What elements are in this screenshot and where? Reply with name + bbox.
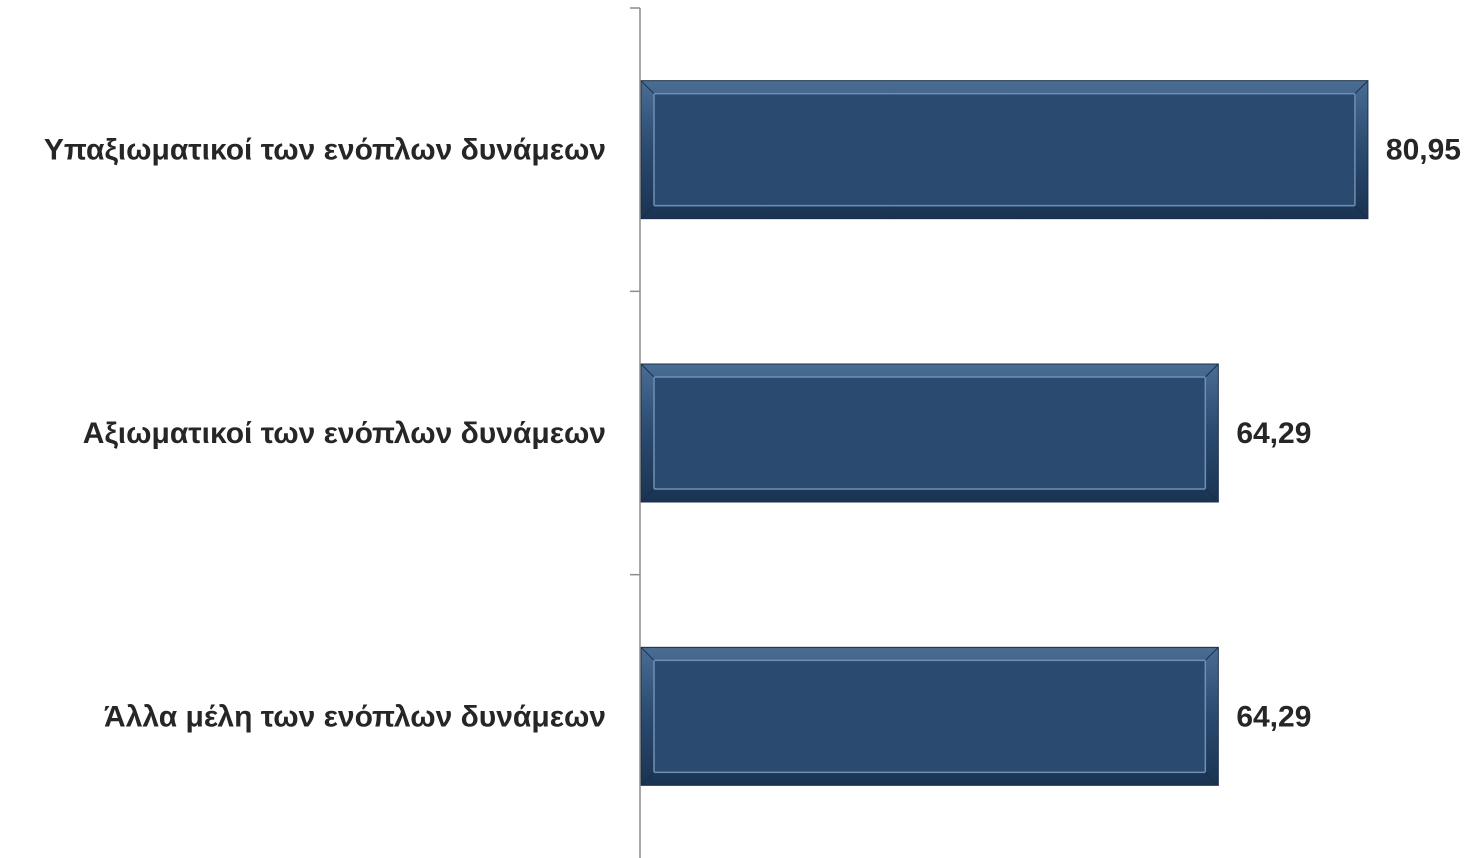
bar — [640, 646, 1219, 786]
bar-face — [653, 376, 1207, 490]
bar-bevel-corner — [1204, 646, 1219, 661]
bar-face — [653, 92, 1356, 207]
bar-bevel-corner — [640, 363, 655, 378]
bar-bevel-corner — [1354, 80, 1369, 95]
category-label: Αξιωματικοί των ενόπλων δυνάμεων — [83, 417, 606, 450]
bar-face — [653, 659, 1207, 774]
bar — [640, 363, 1219, 503]
bar-bevel-corner — [640, 80, 655, 95]
bars-layer — [640, 80, 1369, 786]
bar-bevel-corner — [640, 488, 655, 503]
data-label: 80,95 — [1386, 134, 1461, 167]
bar-bevel-corner — [640, 771, 655, 786]
bar-bevel-corner — [1204, 363, 1219, 378]
bar-bevel-corner — [640, 646, 655, 661]
bar-bevel-corner — [1204, 488, 1219, 503]
labels-layer: Υπαξιωματικοί των ενόπλων δυνάμεων 80,95 Α… — [44, 134, 1461, 734]
category-label: Υπαξιωματικοί των ενόπλων δυνάμεων — [44, 134, 606, 167]
bar-bevel-corner — [640, 205, 655, 220]
bar-bevel-corner — [1354, 205, 1369, 220]
category-label: Άλλα μέλη των ενόπλων δυνάμεων — [104, 700, 606, 733]
bar — [640, 80, 1369, 220]
data-label: 64,29 — [1236, 700, 1311, 733]
category-axis — [630, 7, 641, 858]
bar-bevel-corner — [1204, 771, 1219, 786]
data-label: 64,29 — [1236, 417, 1311, 450]
